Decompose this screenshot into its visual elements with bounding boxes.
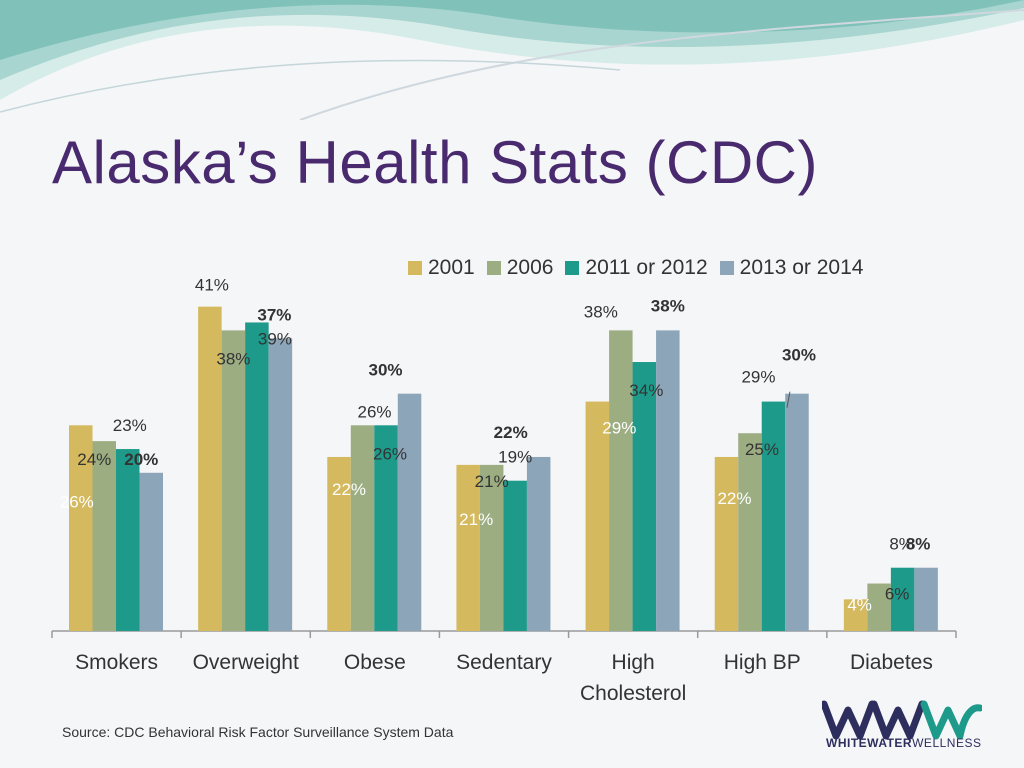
data-label: 4% xyxy=(847,595,872,614)
bar-2006-sedentary xyxy=(479,464,504,631)
x-tick-label: Sedentary xyxy=(456,651,552,674)
bar-2013-or-2014-high-bp xyxy=(785,393,809,631)
data-label: 6% xyxy=(885,585,910,604)
bar-2006-high-bp xyxy=(738,433,762,631)
page-title: Alaska’s Health Stats (CDC) xyxy=(52,129,818,196)
data-label: 38% xyxy=(584,302,618,321)
data-label: 30% xyxy=(782,346,816,365)
data-label: 38% xyxy=(651,296,685,315)
bar-2011-or-2012-high-cholesterol xyxy=(632,362,657,631)
data-label: 26% xyxy=(60,492,94,511)
legend-label: 2001 xyxy=(428,256,475,279)
source-note: Source: CDC Behavioral Risk Factor Surve… xyxy=(62,724,454,740)
data-label: 37% xyxy=(257,305,291,324)
x-tick-label: High xyxy=(612,651,655,674)
bar-2011-or-2012-diabetes xyxy=(890,567,915,631)
bar-2011-or-2012-sedentary xyxy=(503,480,527,631)
bar-2013-or-2014-smokers xyxy=(139,472,163,631)
data-label: 29% xyxy=(741,368,775,387)
bar-2006-high-cholesterol xyxy=(609,330,633,631)
data-label: 19% xyxy=(498,448,532,467)
logo-wordmark: WHITEWATERWELLNESS xyxy=(826,736,981,750)
data-label: 26% xyxy=(358,402,392,421)
x-tick-label: Cholesterol xyxy=(580,682,686,705)
legend-item-2001: 2001 xyxy=(408,256,475,280)
chart-legend: 2001 2006 2011 or 2012 2013 or 2014 xyxy=(408,256,875,280)
bar-2006-obese xyxy=(350,425,375,631)
legend-swatch xyxy=(565,261,580,275)
x-tick-label: Diabetes xyxy=(850,651,933,674)
legend-swatch xyxy=(486,261,501,275)
data-label: 26% xyxy=(373,444,407,463)
x-tick-label: Smokers xyxy=(75,651,158,674)
legend-swatch xyxy=(408,261,422,275)
legend-item-2011-or-2012: 2011 or 2012 xyxy=(565,256,708,280)
logo-text-wellness: WELLNESS xyxy=(912,736,982,750)
data-label: 23% xyxy=(113,416,147,435)
bar-2013-or-2014-sedentary xyxy=(526,456,551,631)
data-label: 25% xyxy=(745,440,779,459)
data-label: 29% xyxy=(602,419,636,438)
bar-2011-or-2012-high-bp xyxy=(761,401,786,631)
x-tick-label: High BP xyxy=(724,651,801,674)
data-label: 20% xyxy=(124,450,158,469)
bar-2011-or-2012-obese xyxy=(374,425,398,631)
data-label: 22% xyxy=(717,489,751,508)
legend-item-2006: 2006 xyxy=(486,256,554,280)
data-label: 22% xyxy=(332,480,366,499)
bar-2011-or-2012-smokers xyxy=(116,449,140,631)
x-tick-label: Overweight xyxy=(193,651,299,674)
legend-item-2013-or-2014: 2013 or 2014 xyxy=(719,256,864,280)
data-label: 8% xyxy=(906,535,931,554)
bar-2006-diabetes xyxy=(867,583,891,631)
data-label: 38% xyxy=(216,349,250,368)
header-wave-decoration xyxy=(0,0,1024,120)
bar-2013-or-2014-diabetes xyxy=(914,567,938,631)
bar-2001-sedentary xyxy=(456,464,480,631)
bar-2001-diabetes xyxy=(843,599,868,631)
x-tick-label: Obese xyxy=(344,651,406,674)
data-label: 22% xyxy=(494,423,528,442)
bar-2011-or-2012-overweight xyxy=(245,322,269,631)
data-label: 24% xyxy=(77,450,111,469)
legend-label: 2013 or 2014 xyxy=(739,256,864,279)
bar-2001-obese xyxy=(327,456,351,631)
legend-label: 2011 or 2012 xyxy=(585,256,708,279)
data-label: 34% xyxy=(629,381,663,400)
bar-2013-or-2014-obese xyxy=(397,393,422,631)
data-label: 8% xyxy=(889,535,914,554)
whitewater-wellness-logo xyxy=(822,700,982,740)
bar-2001-overweight xyxy=(198,306,222,631)
logo-text-white-water: WHITEWATER xyxy=(826,736,913,750)
legend-swatch xyxy=(719,261,734,275)
data-label: 21% xyxy=(475,472,509,491)
bar-2006-overweight xyxy=(221,330,246,631)
bar-2013-or-2014-overweight xyxy=(268,338,293,631)
bar-2001-smokers xyxy=(69,425,93,631)
bar-2001-high-bp xyxy=(714,456,739,631)
legend-label: 2006 xyxy=(506,256,554,279)
data-label: 30% xyxy=(369,361,403,380)
data-label: 39% xyxy=(258,329,292,348)
data-label: 21% xyxy=(459,510,493,529)
bar-2013-or-2014-high-cholesterol xyxy=(656,330,680,631)
bar-2001-high-cholesterol xyxy=(585,401,610,631)
data-label: 41% xyxy=(195,276,229,295)
label-leader-line xyxy=(786,391,791,408)
bar-2006-smokers xyxy=(92,441,116,631)
